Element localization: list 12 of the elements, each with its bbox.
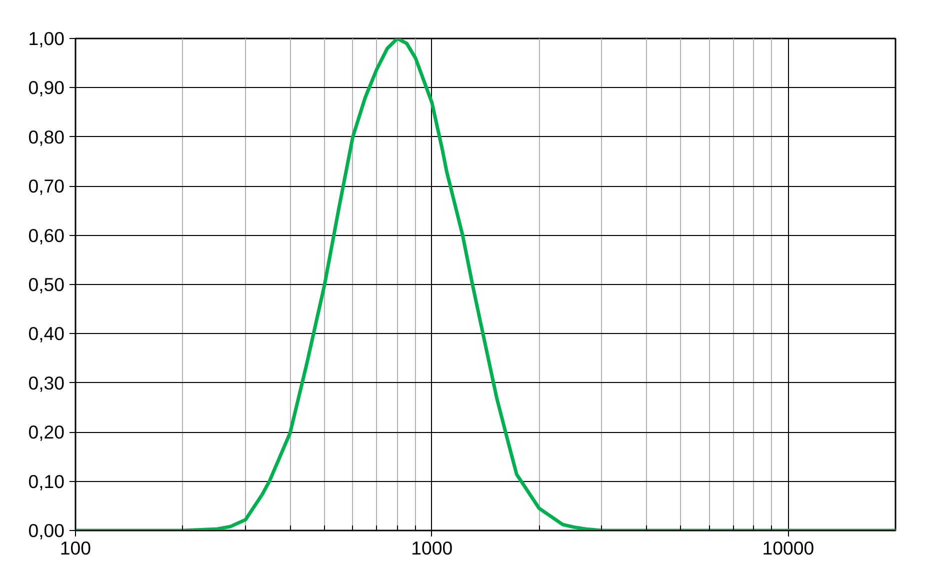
y-tick-label: 0,20 [28, 422, 64, 443]
y-tick-label: 1,00 [28, 28, 64, 49]
y-tick-label: 0,70 [28, 176, 64, 197]
y-tick-label: 0,90 [28, 77, 64, 98]
y-tick-label: 0,60 [28, 224, 64, 246]
y-tick-label: 0,40 [28, 323, 64, 344]
y-tick-label: 0,30 [28, 372, 64, 394]
y-tick-label: 0,50 [28, 274, 64, 295]
x-tick-label: 1000 [411, 538, 453, 558]
y-tick-label: 0,10 [28, 470, 64, 492]
y-tick-label: 0,80 [28, 126, 64, 148]
x-tick-label: 10000 [762, 538, 814, 558]
